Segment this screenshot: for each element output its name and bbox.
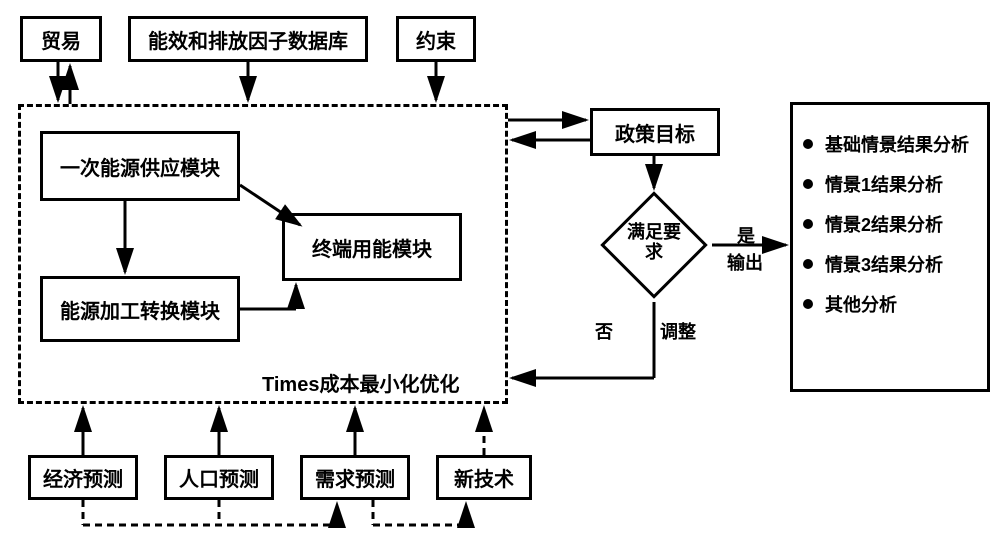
box-pop: 人口预测 bbox=[164, 455, 274, 500]
label-output: 输出 bbox=[727, 249, 763, 275]
box-primary-energy: 一次能源供应模块 bbox=[40, 131, 240, 201]
label: 能源加工转换模块 bbox=[60, 295, 220, 324]
result-item: 情景3结果分析 bbox=[803, 251, 977, 277]
label: 新技术 bbox=[454, 463, 514, 492]
box-enduse: 终端用能模块 bbox=[282, 213, 462, 281]
label: 一次能源供应模块 bbox=[60, 152, 220, 181]
box-demand: 需求预测 bbox=[300, 455, 410, 500]
label: 终端用能模块 bbox=[312, 233, 432, 262]
label: 政策目标 bbox=[615, 118, 695, 147]
result-item: 基础情景结果分析 bbox=[803, 131, 977, 157]
label-no: 否 bbox=[595, 318, 613, 344]
result-item: 情景2结果分析 bbox=[803, 211, 977, 237]
label: 经济预测 bbox=[43, 463, 123, 492]
label: 能效和排放因子数据库 bbox=[148, 25, 348, 54]
label: 约束 bbox=[416, 25, 456, 54]
label: 需求预测 bbox=[315, 463, 395, 492]
result-item: 其他分析 bbox=[803, 291, 977, 317]
result-item: 情景1结果分析 bbox=[803, 171, 977, 197]
label-yes: 是 bbox=[737, 222, 755, 248]
box-db: 能效和排放因子数据库 bbox=[128, 16, 368, 62]
box-processing: 能源加工转换模块 bbox=[40, 276, 240, 342]
box-constraint: 约束 bbox=[396, 16, 476, 62]
box-results: 基础情景结果分析 情景1结果分析 情景2结果分析 情景3结果分析 其他分析 bbox=[790, 102, 990, 392]
box-policy: 政策目标 bbox=[590, 108, 720, 156]
label-adjust: 调整 bbox=[660, 318, 696, 344]
box-trade: 贸易 bbox=[20, 16, 102, 62]
label: 人口预测 bbox=[179, 463, 259, 492]
label: 贸易 bbox=[41, 25, 81, 54]
optimize-text: Times成本最小化优化 bbox=[262, 368, 459, 397]
box-econ: 经济预测 bbox=[28, 455, 138, 500]
box-tech: 新技术 bbox=[436, 455, 532, 500]
